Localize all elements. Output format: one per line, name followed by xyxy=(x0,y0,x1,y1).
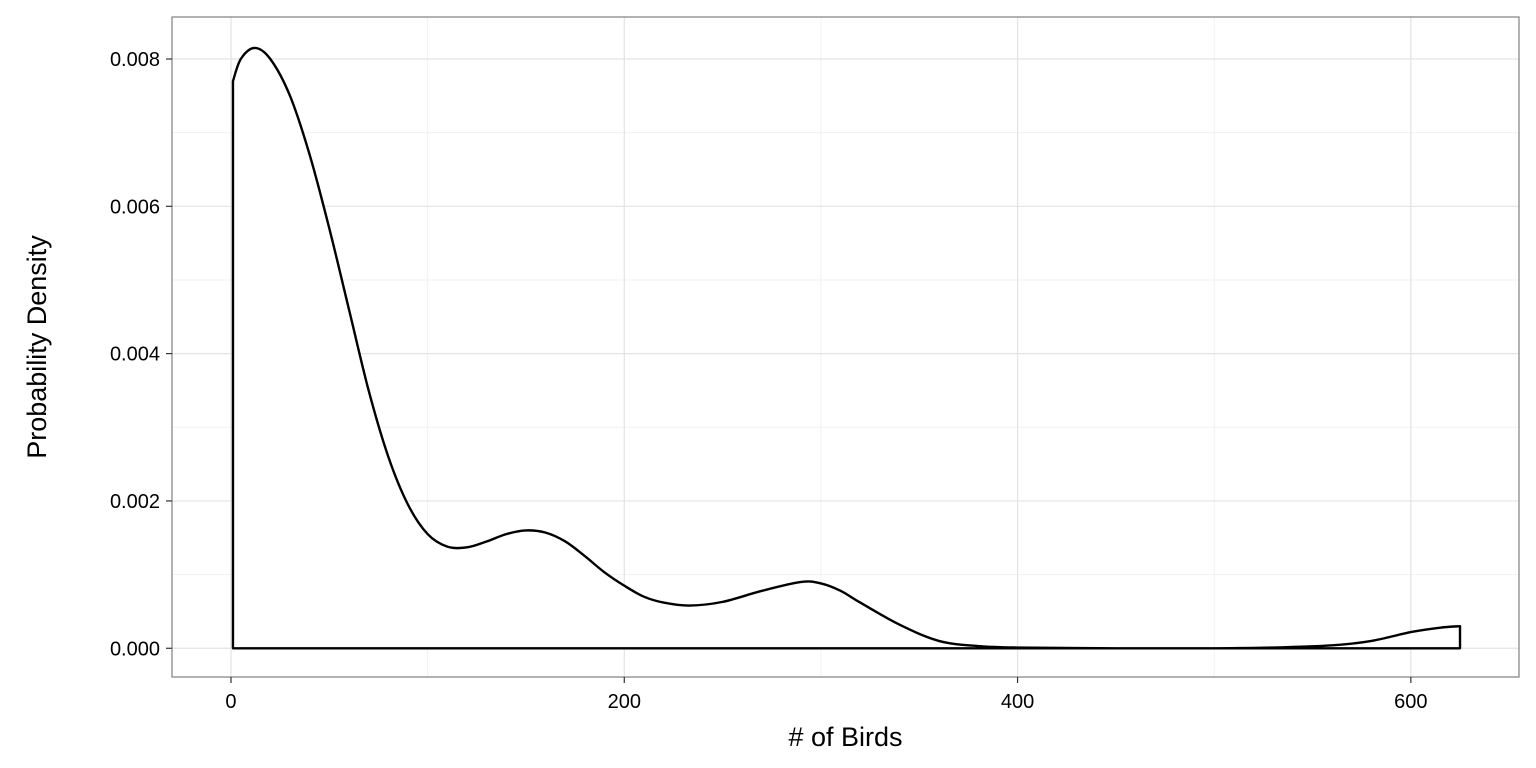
y-tick-label: 0.002 xyxy=(110,491,160,513)
x-tick-label: 600 xyxy=(1394,691,1427,713)
y-tick-label: 0.006 xyxy=(110,196,160,218)
density-series xyxy=(231,46,1462,650)
panel-border xyxy=(171,16,1520,678)
x-axis: 0 200 400 600 xyxy=(225,677,1428,713)
y-tick-label: 0.004 xyxy=(110,344,160,366)
x-tick-label: 0 xyxy=(225,691,236,713)
y-axis-title: Probability Density xyxy=(22,235,52,459)
y-tick-label: 0.008 xyxy=(110,49,160,71)
y-axis: 0.000 0.002 0.004 0.006 0.008 xyxy=(110,49,172,660)
y-tick-label: 0.000 xyxy=(110,638,160,660)
density-curve-0 xyxy=(231,46,1462,650)
x-tick-label: 400 xyxy=(1001,691,1034,713)
major-gridlines xyxy=(172,17,1519,677)
x-axis-title: # of Birds xyxy=(788,722,902,752)
x-tick-label: 200 xyxy=(608,691,641,713)
